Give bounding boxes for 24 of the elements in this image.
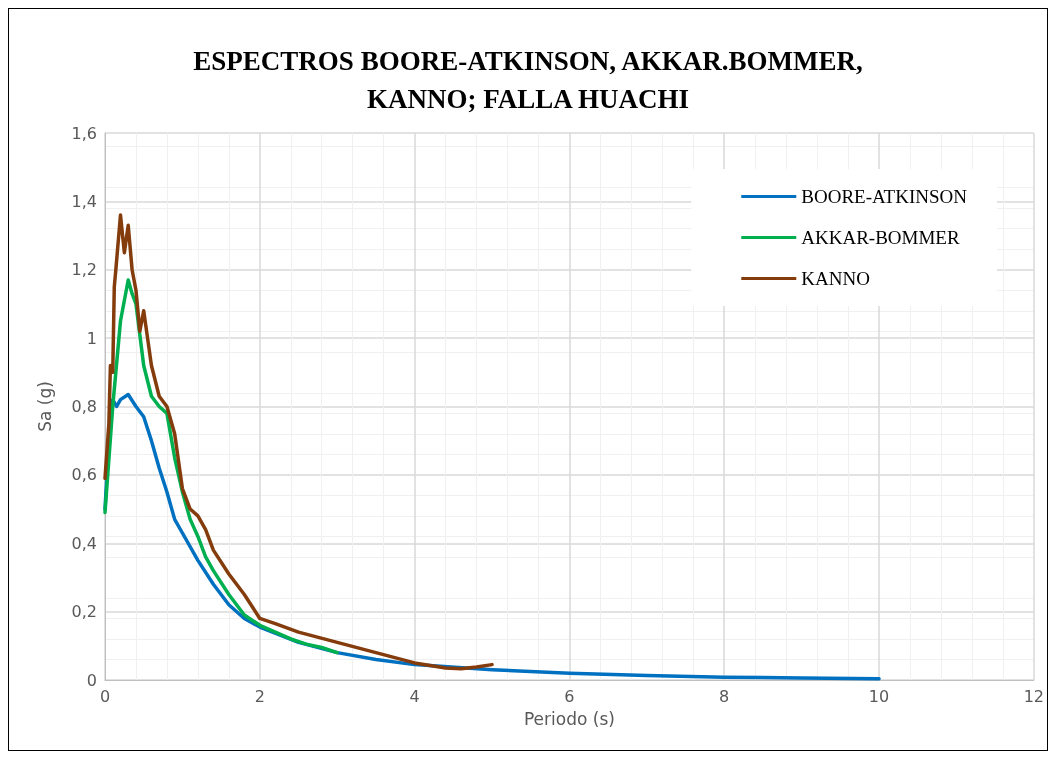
x-axis-title: Periodo (s) [523,708,615,729]
y-tick-label: 0,4 [71,533,97,553]
y-tick-label: 0 [86,670,97,690]
line-series [103,213,494,671]
y-tick-label: 1,2 [71,260,97,280]
y-tick-label: 0,2 [71,602,97,622]
legend-label: KANNO [801,268,870,289]
x-tick-label: 0 [99,686,111,706]
line-series [103,278,339,655]
x-tick-label: 4 [409,686,420,706]
y-tick-label: 0,6 [71,465,97,485]
y-tick-label: 1 [86,328,97,348]
x-tick-label: 8 [719,686,730,706]
legend-label: BOORE-ATKINSON [801,186,968,207]
y-tick-label: 0,8 [71,397,97,416]
y-axis-title: Sa (g) [34,381,55,432]
chart-title: ESPECTROS BOORE-ATKINSON, AKKAR.BOMMER, KANNO; FALLA HUACHI [193,46,863,114]
legend-label: AKKAR-BOMMER [801,227,960,248]
y-tick-label: 1,6 [71,123,97,143]
x-tick-label: 6 [564,686,575,706]
x-tick-label: 12 [1023,686,1044,706]
x-tick-label: 2 [254,686,265,706]
x-tick-label: 10 [868,686,890,706]
y-tick-label: 1,4 [71,191,97,211]
